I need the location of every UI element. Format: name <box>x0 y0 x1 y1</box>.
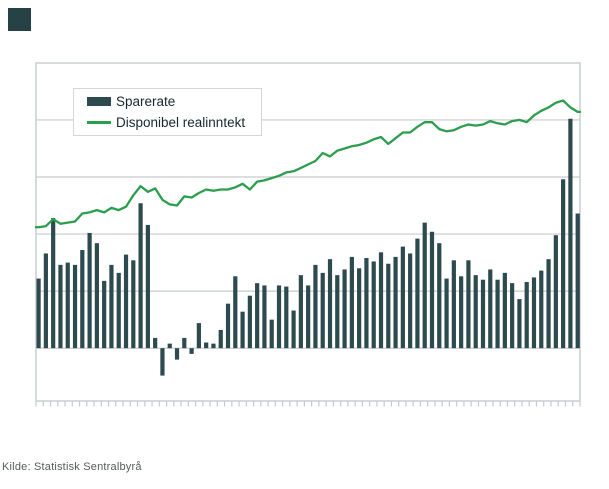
sparerate-bar <box>415 238 420 349</box>
sparerate-bar <box>36 278 41 349</box>
sparerate-bar <box>553 235 558 349</box>
sparerate-bar <box>531 277 537 349</box>
sparerate-bar <box>160 348 165 376</box>
sparerate-bar <box>43 253 48 349</box>
sparerate-bar <box>451 260 456 349</box>
line-swatch-icon <box>87 120 111 124</box>
sparerate-bar <box>422 222 427 349</box>
sparerate-bar <box>349 256 354 349</box>
sparerate-bar <box>182 337 187 349</box>
legend-label-realinntekt: Disponibel realinntekt <box>116 114 246 130</box>
sparerate-bar <box>167 343 172 349</box>
sparerate-bar <box>94 243 99 349</box>
sparerate-bar <box>189 348 194 354</box>
sparerate-bar <box>378 252 384 349</box>
sparerate-bar <box>51 218 56 349</box>
sparerate-bar <box>495 279 500 349</box>
sparerate-bar <box>298 275 303 349</box>
sparerate-bar <box>145 224 150 349</box>
sparerate-bar <box>313 264 318 349</box>
sparerate-bar <box>561 179 566 349</box>
sparerate-bar <box>131 260 136 349</box>
sparerate-bar <box>429 231 435 349</box>
sparerate-bar <box>174 348 180 360</box>
sparerate-bar <box>291 310 296 349</box>
sparerate-bar <box>444 278 449 349</box>
plot-frame <box>35 62 581 402</box>
sparerate-bar <box>109 264 114 349</box>
sparerate-bar <box>72 264 78 349</box>
sparerate-bar <box>102 280 107 349</box>
legend-label-sparerate: Sparerate <box>116 94 176 109</box>
sparerate-bar <box>153 337 158 349</box>
sparerate-bar <box>80 250 85 349</box>
sparerate-bar <box>371 261 376 349</box>
ssb-logo-square <box>8 8 31 31</box>
sparerate-bar <box>247 295 252 349</box>
sparerate-bar <box>466 260 471 349</box>
sparerate-bar <box>320 272 325 349</box>
sparerate-bar <box>262 285 267 349</box>
sparerate-bar <box>240 311 245 349</box>
sparerate-bar <box>255 283 260 349</box>
sparerate-bar <box>488 269 493 349</box>
sparerate-bar <box>502 272 507 349</box>
sparerate-bar <box>459 276 464 349</box>
sparerate-bar <box>364 258 369 349</box>
sparerate-bar <box>65 262 70 349</box>
sparerate-bar <box>306 285 311 349</box>
legend-item-sparerate: Sparerate <box>87 95 261 109</box>
sparerate-bar <box>233 276 238 349</box>
sparerate-bar <box>575 213 580 349</box>
sparerate-bar <box>473 275 478 349</box>
sparerate-bar <box>284 286 289 349</box>
sparerate-bar <box>276 285 282 349</box>
bar-swatch-icon <box>87 97 111 107</box>
sparerate-bar <box>546 259 551 349</box>
sparerate-bar <box>225 303 231 349</box>
sparerate-bar <box>269 319 274 349</box>
legend: Sparerate Disponibel realinntekt <box>73 88 262 136</box>
sparerate-bar <box>87 232 92 349</box>
sparerate-bar <box>524 281 529 349</box>
sparerate-bar <box>204 342 209 349</box>
sparerate-bar <box>123 254 129 349</box>
sparerate-bar <box>437 243 442 349</box>
sparerate-bar <box>196 323 201 349</box>
legend-item-realinntekt: Disponibel realinntekt <box>87 114 261 130</box>
sparerate-bar <box>539 270 544 349</box>
sparerate-bar <box>568 118 573 349</box>
sparerate-bar <box>116 272 121 349</box>
source-caption: Kilde: Statistisk Sentralbyrå <box>2 461 142 473</box>
sparerate-chart <box>34 62 582 407</box>
sparerate-bar <box>58 264 63 349</box>
sparerate-bar <box>510 283 515 349</box>
sparerate-bar <box>138 203 143 349</box>
sparerate-bar <box>218 329 223 349</box>
sparerate-bar <box>335 275 340 349</box>
sparerate-bar <box>357 268 362 349</box>
sparerate-bar <box>342 269 347 349</box>
sparerate-bar <box>393 256 398 349</box>
sparerate-bar <box>327 259 333 349</box>
sparerate-bar <box>386 263 391 349</box>
sparerate-bar <box>517 299 522 349</box>
sparerate-bar <box>408 253 413 349</box>
sparerate-bar <box>211 343 216 349</box>
sparerate-bar <box>400 246 405 349</box>
realinntekt-line <box>34 99 582 229</box>
sparerate-bar <box>480 279 486 349</box>
